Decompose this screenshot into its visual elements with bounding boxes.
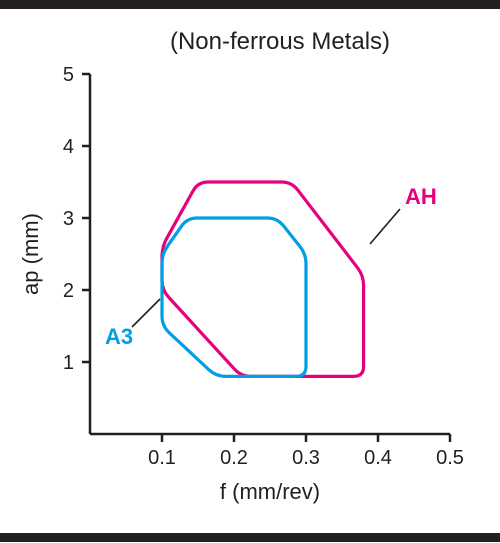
chart-title: (Non-ferrous Metals) (170, 28, 390, 55)
x-axis-label: f (mm/rev) (220, 479, 320, 504)
x-tick-label: 0.1 (148, 447, 176, 469)
border-bar-top (0, 0, 500, 9)
series-A3-label: A3 (105, 324, 133, 349)
y-tick-label: 3 (63, 208, 74, 230)
y-tick-label: 1 (63, 352, 74, 374)
x-tick-label: 0.4 (364, 447, 392, 469)
y-axis-label: ap (mm) (18, 213, 43, 295)
x-tick-label: 0.5 (436, 447, 464, 469)
x-tick-label: 0.3 (292, 447, 320, 469)
chart-page: { "layout": { "width": 500, "height": 54… (0, 0, 500, 543)
chart-svg: 0.1 0.2 0.3 0.4 0.5 1 2 3 4 5 f (mm/rev) ap (mm) (No… (0, 9, 500, 533)
y-tick-label: 2 (63, 280, 74, 302)
plot-area (90, 74, 450, 434)
x-tick-label: 0.2 (220, 447, 248, 469)
series-AH-label: AH (405, 184, 437, 209)
border-bar-bottom (0, 533, 500, 542)
y-tick-label: 4 (63, 136, 74, 158)
y-tick-label: 5 (63, 64, 74, 86)
